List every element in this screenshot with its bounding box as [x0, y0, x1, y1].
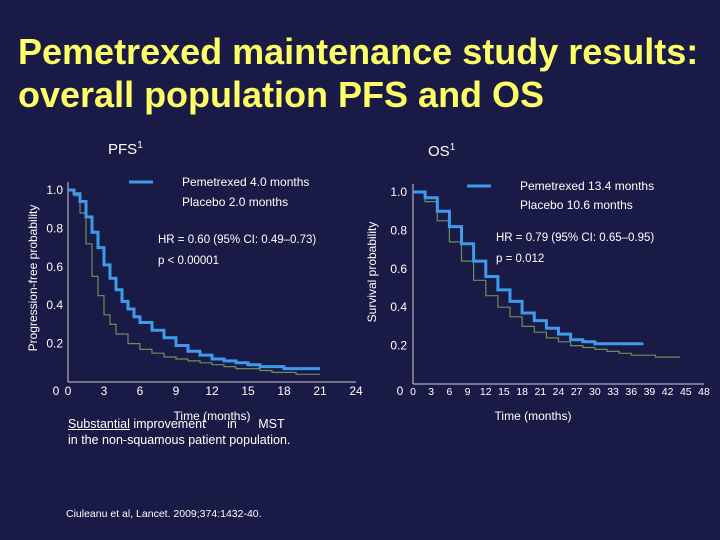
os-x-tick-label: 27: [571, 386, 583, 398]
pfs-series-placebo: [68, 189, 320, 375]
os-x-tick-label: 12: [480, 386, 492, 398]
os-panel-title: OS1: [428, 142, 456, 160]
os-x-tick-label: 0: [410, 386, 416, 398]
os-p-annotation: p = 0.012: [496, 253, 544, 265]
pfs-x-tick-label: 3: [101, 384, 108, 398]
citation: Ciuleanu et al, Lancet. 2009;374:1432-40…: [66, 508, 262, 520]
pfs-x-tick-label: 0: [65, 384, 72, 398]
pfs-y-tick-label: 0.2: [46, 337, 63, 351]
os-chart: 00.20.40.60.81.00 3 6 9 12 15 18 21 24 27 30 33 36 39…: [365, 179, 710, 423]
note-rest-line2: in the non-squamous patient population.: [68, 433, 291, 447]
os-y-tick-label: 1.0: [390, 185, 407, 199]
os-y-tick-label: 0.6: [390, 262, 407, 276]
os-y-axis-label: Survival probability: [365, 222, 379, 323]
slide-title: Pemetrexed maintenance study results: ov…: [18, 30, 718, 116]
pfs-x-tick-label: 12: [205, 384, 219, 398]
pfs-y-axis-label: Progression-free probability: [26, 205, 40, 352]
os-y-tick-label: 0: [397, 384, 404, 398]
os-series-placebo: [413, 191, 680, 358]
note-underlined: Substantial: [68, 417, 130, 431]
pfs-p-annotation: p < 0.00001: [158, 255, 219, 267]
os-legend-label: Pemetrexed 13.4 months: [520, 179, 654, 193]
pfs-legend-label: Pemetrexed 4.0 months: [182, 175, 309, 189]
slide-title-line1: Pemetrexed maintenance study results:: [18, 31, 699, 72]
pfs-x-axis-label: Time (months): [174, 409, 251, 423]
pfs-y-tick-label: 0.4: [46, 298, 63, 312]
pfs-legend-label: Placebo 2.0 months: [182, 195, 288, 209]
os-x-tick-label: 15: [498, 386, 510, 398]
os-x-tick-label: 45: [680, 386, 692, 398]
pfs-x-tick-label: 18: [277, 384, 291, 398]
os-x-tick-label: 24: [553, 386, 565, 398]
os-x-tick-label: 42: [662, 386, 674, 398]
pfs-hr-annotation: HR = 0.60 (95% CI: 0.49–0.73): [158, 234, 316, 246]
os-x-tick-label: 21: [534, 386, 546, 398]
os-x-tick-label: 18: [516, 386, 528, 398]
os-x-tick-label: 6: [446, 386, 452, 398]
os-x-tick-label: 33: [607, 386, 619, 398]
os-hr-annotation: HR = 0.79 (95% CI: 0.65–0.95): [496, 232, 654, 244]
os-x-tick-label: 39: [644, 386, 656, 398]
pfs-x-tick-label: 15: [241, 384, 255, 398]
pfs-x-tick-label: 9: [173, 384, 180, 398]
os-x-tick-label: 30: [589, 386, 601, 398]
os-x-tick-label: 3: [428, 386, 434, 398]
os-x-axis-label: Time (months): [495, 409, 572, 423]
note-text: Substantial improvement in MST in the no…: [68, 416, 348, 448]
os-x-tick-label: 48: [698, 386, 710, 398]
pfs-x-tick-label: 24: [349, 384, 363, 398]
os-y-tick-label: 0.4: [390, 300, 407, 314]
pfs-panel-title: PFS1: [108, 140, 143, 158]
os-legend-label: Placebo 10.6 months: [520, 198, 633, 212]
pfs-chart: 0 0.2 0.4 0.6 0.8 1.0 0 3 6 9 12 15 18 21 24 Time (mont…: [26, 175, 363, 423]
pfs-series-pemetrexed: [68, 188, 320, 371]
os-x-tick-label: 9: [465, 386, 471, 398]
slide-title-line2: overall population PFS and OS: [18, 74, 545, 115]
note-rest-line1: improvement in MST: [133, 417, 285, 431]
pfs-y-tick-label: 0.6: [46, 260, 63, 274]
os-series-pemetrexed: [413, 190, 644, 346]
pfs-x-tick-label: 6: [137, 384, 144, 398]
pfs-y-tick-label: 0: [53, 384, 60, 398]
os-y-tick-label: 0.8: [390, 223, 407, 237]
pfs-y-tick-label: 0.8: [46, 221, 63, 235]
os-y-tick-label: 0.2: [390, 339, 407, 353]
pfs-x-tick-label: 21: [313, 384, 327, 398]
os-x-tick-label: 36: [625, 386, 637, 398]
pfs-y-tick-label: 1.0: [46, 183, 63, 197]
